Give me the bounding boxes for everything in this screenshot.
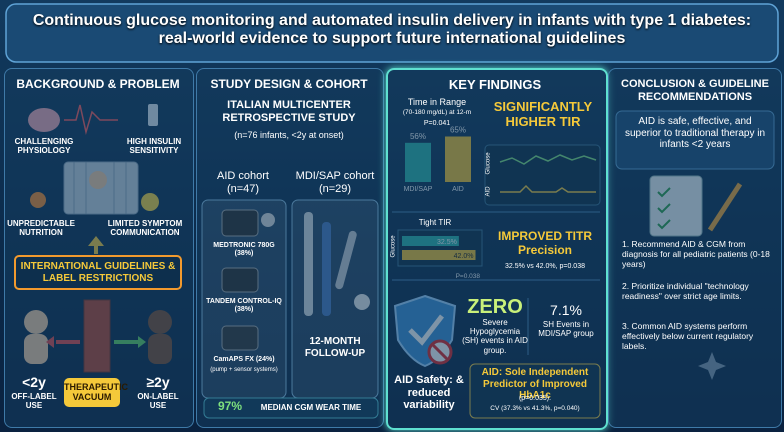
heading: BACKGROUND & PROBLEM xyxy=(16,77,180,91)
follow-up: 12-MONTH FOLLOW-UP xyxy=(304,336,366,359)
chart-title: Time in Range xyxy=(407,97,467,107)
recommendation: 1. Recommend AID & CGM from diagnosis fo… xyxy=(622,239,770,269)
design: ITALIAN MULTICENTER RETROSPECTIVE STUDY xyxy=(222,99,356,124)
cv: CV (37.3% vs 41.3%, p=0.040) xyxy=(490,405,580,412)
study-panel xyxy=(196,68,384,428)
headline: IMPROVED TITR Precision xyxy=(497,229,592,257)
zero: ZERO xyxy=(467,296,523,318)
headline: SIGNIFICANTLY HIGHER TIR xyxy=(493,99,593,129)
chart-title: Tight TIR xyxy=(418,218,452,227)
statement: AID is safe, effective, and superior to … xyxy=(624,116,766,150)
device-note: (pump + sensor systems) xyxy=(210,367,278,373)
factor: HIGH INSULIN SENSITIVITY xyxy=(126,137,182,156)
recommendation: 2. Prioritize individual "technology rea… xyxy=(622,281,749,301)
findings-panel xyxy=(386,68,608,430)
sh-value: 7.1% xyxy=(550,302,582,318)
device: CamAPS FX (24%) xyxy=(213,356,275,363)
guidelines-box: INTERNATIONAL GUIDELINES & LABEL RESTRIC… xyxy=(14,255,182,290)
sample: (n=76 infants, <2y at onset) xyxy=(234,130,344,140)
cohort: MDI/SAP cohort (n=29) xyxy=(295,170,375,195)
p-value: P=0.041 xyxy=(423,120,451,127)
summary: 32.5% vs 42.0%, p=0.038 xyxy=(505,263,585,270)
device: TANDEM CONTROL-IQ (38%) xyxy=(206,298,282,314)
factor: LIMITED SYMPTOM COMMUNICATION xyxy=(107,219,183,238)
heading: CONCLUSION & GUIDELINE RECOMMENDATIONS xyxy=(621,78,769,103)
title: Continuous glucose monitoring and automa… xyxy=(32,12,752,48)
recommendation: 3. Common AID systems perform effectivel… xyxy=(622,321,754,351)
axis-label: Glucose xyxy=(390,235,397,258)
status: ON-LABEL USE xyxy=(137,392,179,411)
trace-label: AID xyxy=(485,186,492,197)
predictor-p: (p=0.035). xyxy=(518,395,552,402)
background-panel xyxy=(4,68,194,428)
conclusion-panel xyxy=(608,68,782,428)
wear-label: MEDIAN CGM WEAR TIME xyxy=(260,403,362,412)
wear-value: 97% xyxy=(217,399,243,413)
safety: AID Safety: & reduced variability xyxy=(394,374,464,412)
vacuum-box: THERAPEUTIC VACUUM xyxy=(64,378,128,407)
sh-text: SH Events in MDI/SAP group xyxy=(538,320,594,339)
factor: CHALLENGING PHYSIOLOGY xyxy=(14,137,74,156)
age: ≥2y xyxy=(146,374,170,390)
cohort: AID cohort (n=47) xyxy=(217,170,269,195)
heading: STUDY DESIGN & COHORT xyxy=(210,77,368,91)
heading: KEY FINDINGS xyxy=(448,77,542,92)
age: <2y xyxy=(22,374,46,390)
trace-label: Glucose xyxy=(485,152,492,175)
zero-text: Severe Hypoglycemia (SH) events in AID g… xyxy=(462,318,528,355)
status: OFF-LABEL USE xyxy=(11,392,57,411)
chart-subtitle: (70-180 mg/dL) at 12-m xyxy=(402,109,472,116)
device: MEDTRONIC 780G (38%) xyxy=(213,242,275,258)
predictor: AID: Sole Independent Predictor of Impro… xyxy=(481,367,589,401)
factor: UNPREDICTABLE NUTRITION xyxy=(7,219,75,238)
